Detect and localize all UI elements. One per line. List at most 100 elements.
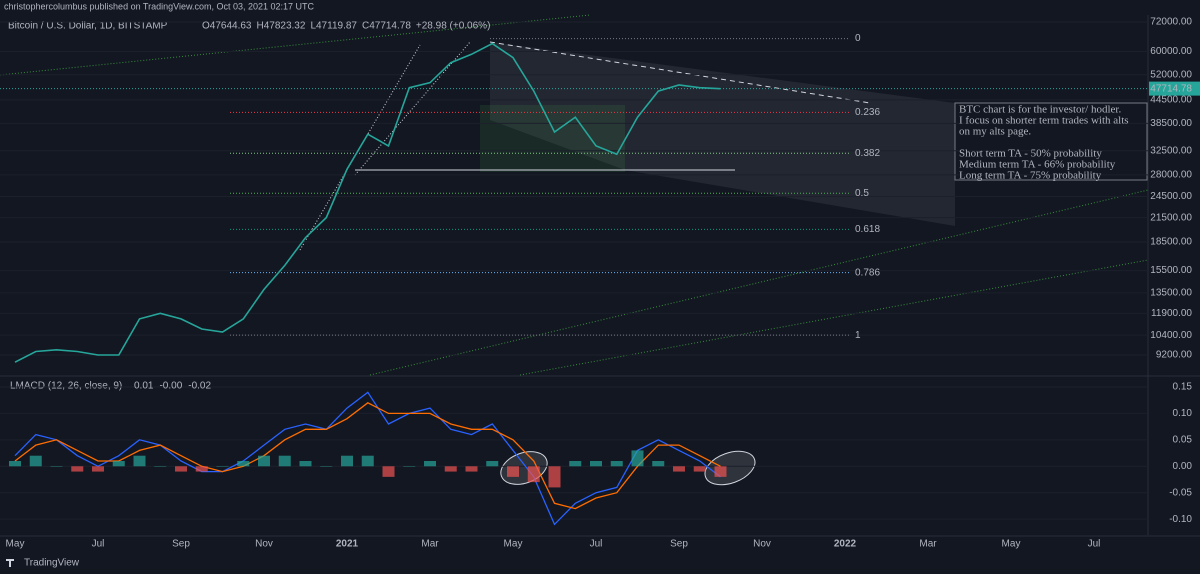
histogram-bar: [175, 466, 187, 472]
x-tick-label: Sep: [670, 539, 688, 550]
fib-label: 0: [855, 33, 861, 44]
histogram-bar: [548, 466, 561, 488]
annotation-text: Medium term TA - 66% probability: [959, 159, 1116, 171]
x-tick-label: Sep: [172, 539, 190, 550]
histogram-bar: [465, 466, 478, 472]
y-tick-label: -0.05: [1169, 487, 1192, 498]
annotation-text: Long term TA - 75% probability: [959, 170, 1102, 182]
histogram-bar: [361, 455, 374, 467]
resistance-line: [489, 41, 871, 104]
channel-line: [354, 41, 471, 176]
histogram-bar: [320, 466, 333, 467]
x-tick-label: Jul: [590, 539, 603, 550]
y-tick-label: 72000.00: [1150, 17, 1192, 28]
macd-line: [14, 402, 721, 510]
y-tick-label: 13500.00: [1150, 288, 1192, 299]
histogram-bar: [403, 466, 416, 467]
histogram-bar: [507, 466, 519, 477]
histogram-bar: [258, 455, 270, 467]
fib-label: 0.5: [855, 188, 869, 199]
histogram-bar: [133, 455, 146, 467]
x-tick-label: Jul: [1088, 539, 1101, 550]
range-box: [480, 105, 625, 172]
brand: TradingView: [24, 558, 80, 569]
fib-label: 0.382: [855, 148, 880, 159]
histogram-bar: [527, 466, 540, 483]
y-tick-label: 9200.00: [1156, 350, 1193, 361]
histogram-bar: [693, 466, 706, 472]
annotation-box: [954, 102, 1148, 181]
histogram-bar: [71, 466, 84, 472]
x-tick-label: May: [1002, 539, 1021, 550]
histogram-bar: [569, 460, 582, 467]
fib-label: 0.618: [855, 224, 880, 235]
y-tick-label: 0.00: [1173, 461, 1193, 472]
histogram-bar: [299, 460, 312, 467]
x-tick-label: Mar: [919, 539, 937, 550]
indicator-value: -0.00: [159, 381, 182, 392]
x-tick-label: Jul: [92, 539, 105, 550]
histogram-bar: [237, 460, 250, 467]
histogram-bar: [50, 466, 63, 467]
y-tick-label: 21500.00: [1150, 212, 1192, 223]
last-price-label: 47714.78: [1150, 83, 1192, 94]
ohlc-value: H47823.32: [257, 21, 306, 32]
annotation-text: I focus on shorter term trades with alts: [959, 115, 1129, 127]
y-tick-label: 38500.00: [1150, 118, 1192, 129]
y-tick-label: 18500.00: [1150, 237, 1192, 248]
histogram-bar: [444, 466, 457, 472]
symbol-title: Bitcoin / U.S. Dollar, 1D, BITSTAMP: [8, 21, 168, 32]
fib-label: 1: [855, 330, 861, 341]
macd-line: [14, 391, 721, 526]
histogram-bar: [195, 466, 208, 472]
last-price-tag: [1149, 81, 1200, 96]
histogram-bar: [9, 460, 21, 467]
fib-label: 0.786: [855, 267, 880, 278]
histogram-bar: [278, 455, 291, 467]
y-tick-label: 52000.00: [1150, 69, 1192, 80]
x-tick-label: May: [504, 539, 523, 550]
y-tick-label: 32500.00: [1150, 145, 1192, 156]
footer-bar: [0, 552, 1200, 574]
y-tick-label: 0.05: [1173, 434, 1193, 445]
y-tick-label: 15500.00: [1150, 265, 1192, 276]
trend-line: [369, 189, 1149, 376]
y-tick-label: 44500.00: [1150, 95, 1192, 106]
histogram-bar: [652, 460, 665, 467]
histogram-bar: [714, 466, 727, 477]
ohlc-value: +28.98 (+0.06%): [416, 21, 491, 32]
annotation-text: BTC chart is for the investor/ hodler.: [959, 104, 1121, 116]
histogram-bar: [216, 466, 229, 467]
x-tick-label: 2022: [834, 539, 857, 550]
brand-logo: [6, 559, 14, 567]
x-tick-label: 2021: [336, 539, 359, 550]
histogram-bar: [610, 460, 623, 467]
x-tick-label: Mar: [421, 539, 439, 550]
ohlc-value: C47714.78: [362, 21, 411, 32]
ohlc-value: O47644.63: [202, 21, 252, 32]
histogram-bar: [341, 455, 353, 467]
channel-line: [299, 44, 421, 251]
histogram-bar: [92, 466, 104, 472]
histogram-bar: [382, 466, 395, 477]
histogram-bar: [631, 450, 644, 467]
histogram-bar: [154, 466, 167, 467]
histogram-bar: [29, 455, 42, 467]
annotation-text: on my alts page.: [959, 126, 1031, 138]
projection-wedge: [490, 42, 955, 226]
ohlc-value: L47119.87: [310, 21, 357, 32]
x-tick-label: May: [6, 539, 25, 550]
indicator-value: -0.02: [188, 381, 211, 392]
y-tick-label: 0.10: [1173, 408, 1193, 419]
fib-label: 0.236: [855, 107, 880, 118]
histogram-bar: [590, 460, 602, 467]
histogram-bar: [673, 466, 685, 472]
y-tick-label: 0.15: [1173, 382, 1193, 393]
y-tick-label: -0.10: [1169, 514, 1192, 525]
y-tick-label: 11900.00: [1151, 308, 1192, 319]
price-line: [14, 42, 721, 363]
indicator-title: LMACD (12, 26, close, 9): [10, 381, 122, 392]
histogram-bar: [424, 460, 436, 467]
